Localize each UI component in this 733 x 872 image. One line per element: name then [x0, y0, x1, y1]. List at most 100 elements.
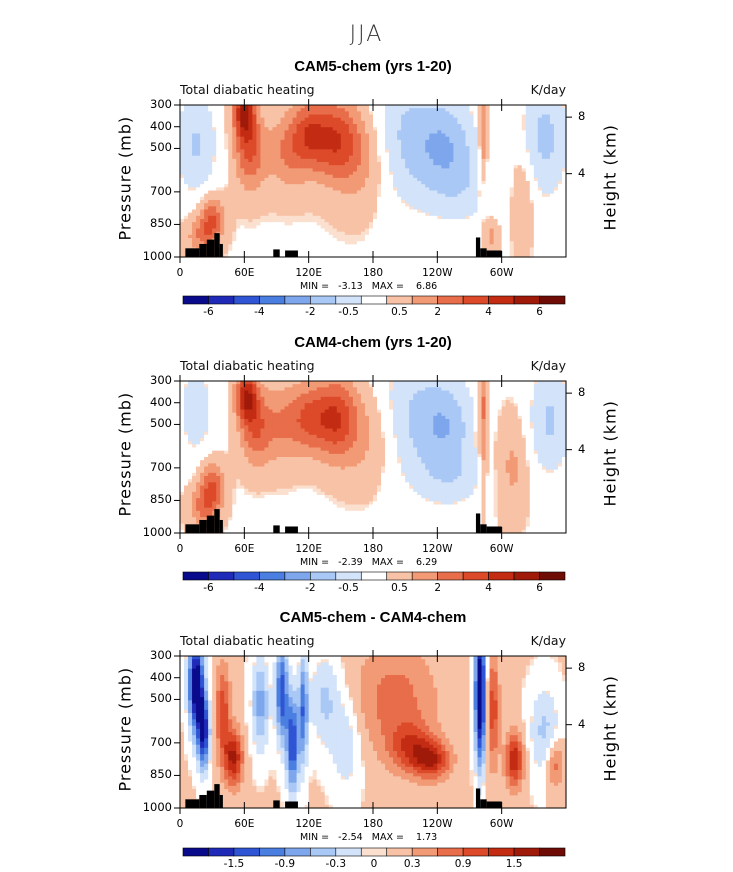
contour-cell — [469, 212, 475, 217]
contour-cell — [373, 152, 378, 157]
contour-cell — [429, 212, 434, 217]
contour-cell — [224, 181, 229, 185]
contour-cell — [541, 244, 547, 249]
contour-cell — [421, 171, 426, 176]
contour-cell — [240, 215, 245, 220]
contour-cell — [276, 162, 282, 166]
contour-cell — [276, 244, 282, 249]
contour-cell — [441, 228, 446, 233]
contour-cell — [196, 114, 201, 119]
contour-cell — [188, 206, 193, 211]
contour-cell — [473, 200, 479, 204]
contour-cell — [549, 136, 555, 141]
contour-cell — [192, 155, 197, 160]
contour-cell — [192, 412, 197, 417]
contour-cell — [445, 203, 450, 207]
contour-cell — [292, 146, 298, 150]
contour-cell — [324, 225, 330, 230]
contour-cell — [509, 139, 515, 144]
contour-cell — [204, 124, 209, 128]
contour-cell — [340, 133, 346, 138]
contour-cell — [340, 228, 346, 233]
contour-cell — [240, 247, 245, 252]
contour-cell — [381, 152, 386, 157]
contour-cell — [328, 165, 334, 169]
contour-cell — [389, 130, 394, 135]
contour-cell — [461, 219, 467, 223]
contour-cell — [381, 114, 386, 119]
contour-cell — [328, 215, 334, 220]
contour-cell — [537, 196, 543, 201]
contour-cell — [389, 244, 394, 249]
contour-cell — [413, 162, 418, 166]
contour-cell — [529, 196, 535, 201]
contour-cell — [529, 174, 535, 179]
contour-cell — [529, 241, 535, 245]
contour-cell — [228, 225, 233, 230]
contour-cell — [240, 139, 245, 144]
contour-cell — [465, 206, 471, 211]
contour-cell — [417, 231, 422, 236]
contour-cell — [216, 200, 221, 204]
contour-cell — [425, 108, 430, 112]
contour-cell — [332, 228, 338, 233]
contour-cell — [236, 219, 241, 223]
contour-cell — [368, 152, 374, 157]
contour-cell — [385, 184, 390, 188]
contour-cell — [204, 425, 209, 430]
contour-cell — [364, 127, 370, 131]
contour-cell — [184, 184, 189, 188]
contour-cell — [300, 209, 306, 214]
contour-cell — [340, 253, 346, 258]
contour-cell — [368, 228, 374, 233]
contour-cell — [364, 187, 370, 192]
contour-cell — [212, 222, 217, 226]
contour-cell — [292, 193, 298, 198]
units-label: K/day — [530, 82, 566, 97]
contour-cell — [304, 196, 310, 201]
contour-cell — [188, 105, 193, 109]
contour-cell — [537, 184, 543, 188]
contour-cell — [393, 212, 398, 217]
contour-cell — [477, 222, 483, 226]
contour-cell — [244, 181, 249, 185]
contour-cell — [381, 187, 386, 192]
contour-cell — [284, 187, 290, 192]
contour-cell — [340, 238, 346, 242]
contour-cell — [232, 162, 237, 166]
contour-cell — [244, 158, 249, 163]
contour-cell — [409, 247, 414, 252]
contour-cell — [180, 422, 185, 426]
contour-cell — [244, 234, 249, 239]
contour-cell — [561, 190, 567, 195]
contour-cell — [429, 200, 434, 204]
contour-cell — [393, 228, 398, 233]
contour-cell — [461, 127, 467, 131]
contour-cell — [545, 219, 551, 223]
contour-cell — [405, 200, 410, 204]
contour-cell — [501, 108, 507, 112]
contour-cell — [421, 234, 426, 239]
contour-cell — [324, 152, 330, 157]
contour-cell — [525, 238, 531, 242]
contour-cell — [332, 193, 338, 198]
contour-cell — [300, 165, 306, 169]
contour-cell — [437, 162, 442, 166]
contour-cell — [204, 406, 209, 411]
contour-cell — [405, 253, 410, 258]
contour-cell — [188, 162, 193, 166]
contour-cell — [417, 143, 422, 147]
contour-cell — [360, 127, 366, 131]
contour-cell — [184, 457, 189, 461]
contour-cell — [489, 124, 495, 128]
contour-cell — [493, 124, 499, 128]
contour-cell — [393, 149, 398, 154]
contour-cell — [344, 133, 350, 138]
contour-cell — [232, 143, 237, 147]
contour-cell — [549, 162, 555, 166]
contour-cell — [288, 111, 294, 116]
contour-cell — [188, 155, 193, 160]
contour-cell — [340, 200, 346, 204]
contour-cell — [316, 130, 322, 135]
contour-cell — [260, 174, 266, 179]
